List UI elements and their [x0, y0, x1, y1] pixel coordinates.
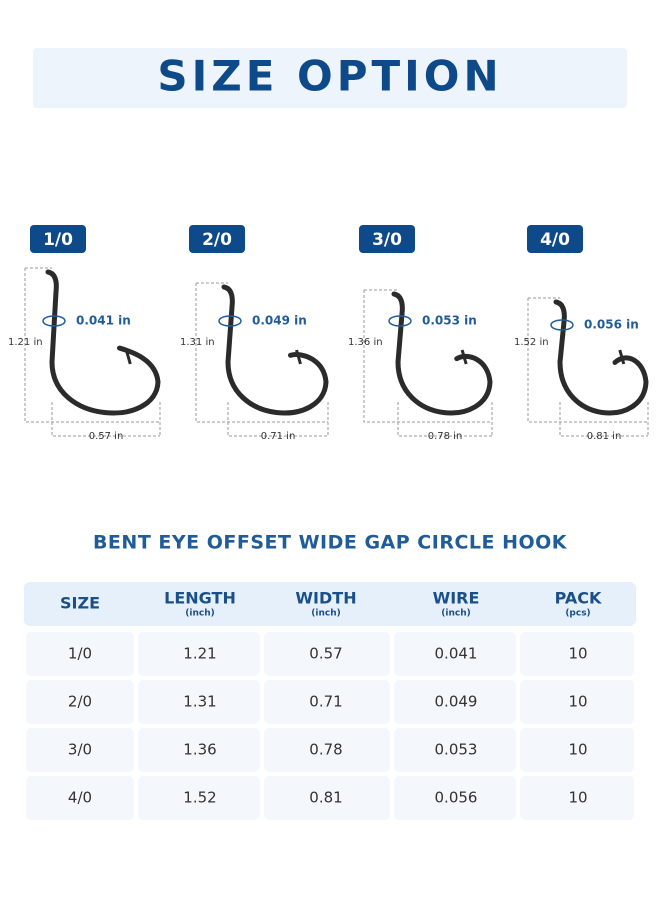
length-label: 1.52 in — [514, 337, 549, 348]
table-cell: 0.056 — [435, 789, 478, 807]
hook — [553, 299, 649, 416]
table-cell: 0.81 — [309, 789, 342, 807]
table-cell: 0.57 — [309, 645, 342, 663]
column-unit: (pcs) — [565, 609, 590, 619]
dimension-line — [559, 402, 649, 437]
width-label: 0.57 in — [89, 431, 124, 442]
table-cell: 10 — [568, 645, 587, 663]
table-cell: 0.053 — [435, 741, 478, 759]
hook — [221, 284, 329, 416]
length-label: 1.21 in — [8, 337, 43, 348]
table-cell: 10 — [568, 741, 587, 759]
table-cell: 0.71 — [309, 693, 342, 711]
wire-marker — [218, 315, 242, 327]
size-badge-label: 1/0 — [43, 230, 73, 250]
table-cell: 3/0 — [68, 741, 92, 759]
hook — [391, 291, 493, 416]
table-cell-bg — [394, 680, 516, 724]
table-cell-bg — [520, 776, 634, 820]
table-cell: 10 — [568, 693, 587, 711]
table-cell-bg — [264, 632, 390, 676]
table-cell-bg — [264, 776, 390, 820]
dimension-line — [227, 402, 329, 437]
hook-barb — [124, 349, 132, 365]
subtitle: BENT EYE OFFSET WIDE GAP CIRCLE HOOK — [93, 532, 568, 554]
length-label: 1.31 in — [180, 337, 215, 348]
column-header: SIZE — [60, 594, 100, 613]
hook-barb — [618, 349, 626, 365]
wire-label: 0.041 in — [76, 314, 131, 328]
title: SIZE OPTION — [157, 52, 502, 101]
column-header: WIDTH — [295, 589, 356, 608]
dimension-line — [363, 289, 492, 423]
table-cell: 1.31 — [183, 693, 216, 711]
dimension-line — [195, 282, 328, 423]
table-cell-bg — [138, 632, 260, 676]
dimension-line — [51, 402, 161, 437]
size-badge-label: 2/0 — [202, 230, 232, 250]
dimension-line — [24, 267, 160, 423]
table-cell: 1.21 — [183, 645, 216, 663]
table-cell-bg — [138, 728, 260, 772]
table-cell-bg — [26, 776, 134, 820]
hook-barb — [295, 349, 302, 365]
table-cell-bg — [26, 632, 134, 676]
table-cell: 0.041 — [435, 645, 478, 663]
wire-marker — [550, 319, 574, 331]
wire-marker — [42, 315, 66, 327]
wire-label: 0.056 in — [584, 318, 639, 332]
table-cell-bg — [394, 728, 516, 772]
column-unit: (inch) — [441, 609, 470, 619]
dimension-line — [527, 297, 648, 423]
size-badge-label: 3/0 — [372, 230, 402, 250]
width-label: 0.78 in — [428, 431, 463, 442]
table-cell: 4/0 — [68, 789, 92, 807]
table-cell-bg — [520, 680, 634, 724]
hook-barb — [460, 349, 468, 365]
table-cell-bg — [26, 680, 134, 724]
table-cell: 10 — [568, 789, 587, 807]
table-cell: 1.52 — [183, 789, 216, 807]
table-cell: 1.36 — [183, 741, 216, 759]
table-cell-bg — [520, 728, 634, 772]
table-cell-bg — [138, 776, 260, 820]
table-cell-bg — [26, 728, 134, 772]
title-banner — [33, 48, 627, 108]
wire-marker — [388, 315, 412, 327]
table-cell-bg — [264, 728, 390, 772]
dimension-line — [397, 402, 493, 437]
table-cell-bg — [520, 632, 634, 676]
table-cell: 0.049 — [435, 693, 478, 711]
width-label: 0.81 in — [587, 431, 622, 442]
size-badge — [359, 225, 415, 253]
length-label: 1.36 in — [348, 337, 383, 348]
table-cell: 0.78 — [309, 741, 342, 759]
size-badge — [527, 225, 583, 253]
column-unit: (inch) — [311, 609, 340, 619]
wire-label: 0.053 in — [422, 314, 477, 328]
width-label: 0.71 in — [261, 431, 296, 442]
table-cell: 2/0 — [68, 693, 92, 711]
column-header: LENGTH — [164, 589, 236, 608]
wire-label: 0.049 in — [252, 314, 307, 328]
spec-table: SIZE LENGTH(inch)WIDTH(inch)WIRE(inch)PAC… — [24, 582, 636, 820]
table-cell-bg — [138, 680, 260, 724]
hooks: 1/0 0.041 in 1.21 in 0.57 in 2/0 0.049 in 1.31… — [8, 225, 649, 442]
table-header-bg — [24, 582, 636, 626]
column-header: WIRE — [433, 589, 480, 608]
size-badge — [189, 225, 245, 253]
hook — [45, 269, 161, 416]
column-header: PACK — [555, 589, 602, 608]
table-cell-bg — [394, 632, 516, 676]
size-badge-label: 4/0 — [540, 230, 570, 250]
size-badge — [30, 225, 86, 253]
table-cell-bg — [264, 680, 390, 724]
table-cell: 1/0 — [68, 645, 92, 663]
column-unit: (inch) — [185, 609, 214, 619]
table-cell-bg — [394, 776, 516, 820]
